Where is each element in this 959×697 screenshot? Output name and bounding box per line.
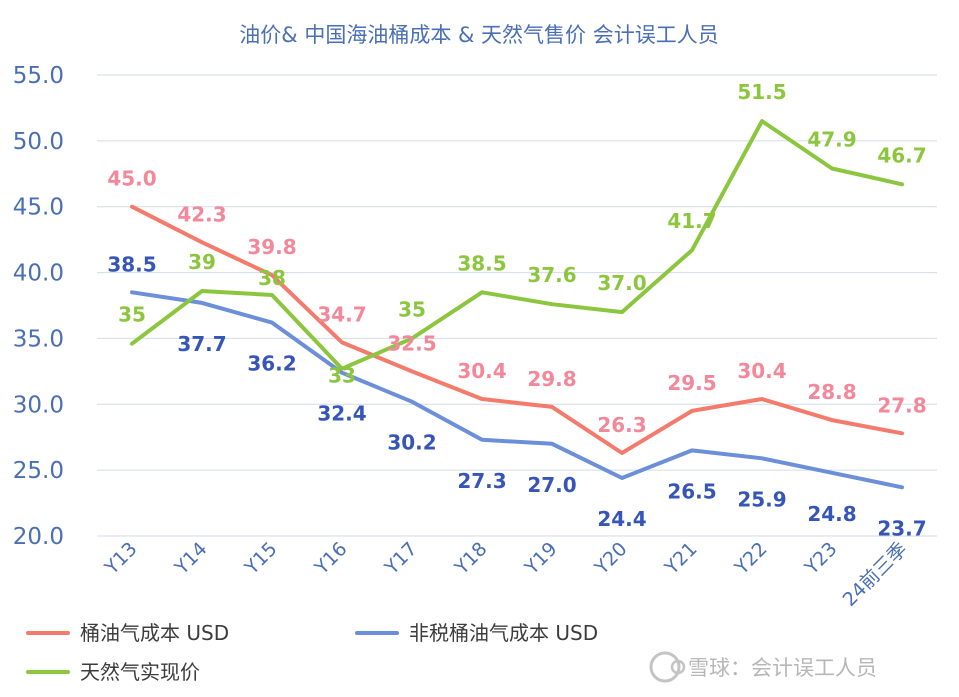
data-label: 39.8	[247, 235, 296, 259]
x-tick-label: Y23	[800, 538, 842, 580]
data-label: 37.0	[597, 271, 646, 295]
x-tick-label: Y21	[660, 538, 702, 580]
x-tick-label: Y16	[310, 538, 352, 580]
data-label: 27.0	[527, 473, 576, 497]
data-label: 30.4	[737, 359, 786, 383]
y-tick-label: 25.0	[13, 458, 64, 484]
legend-label: 桶油气成本 USD	[80, 621, 229, 645]
series-line-3	[130, 119, 904, 371]
legend-label: 非税桶油气成本 USD	[409, 621, 598, 645]
data-label: 46.7	[877, 143, 926, 167]
data-label: 38	[258, 266, 286, 290]
chart-title: 油价& 中国海油桶成本 & 天然气售价 会计误工人员	[239, 23, 718, 47]
x-tick-label: Y19	[520, 538, 562, 580]
data-label: 45.0	[107, 167, 156, 191]
watermark-text: 雪球：会计误工人员	[688, 656, 877, 680]
data-label: 28.8	[807, 380, 856, 404]
x-tick-label: Y15	[240, 538, 282, 580]
data-label: 29.5	[667, 371, 716, 395]
data-label: 47.9	[807, 128, 856, 152]
data-label: 30.4	[457, 359, 506, 383]
data-label: 29.8	[527, 367, 576, 391]
data-label: 24.4	[597, 507, 646, 531]
x-tick-label: Y18	[450, 538, 492, 580]
x-tick-label: Y22	[730, 538, 772, 580]
y-tick-label: 55.0	[13, 63, 64, 89]
legend-item-1[interactable]: 桶油气成本 USD	[26, 621, 229, 645]
data-label: 32.4	[317, 402, 366, 426]
series-line-1	[130, 204, 904, 455]
data-label: 25.9	[737, 487, 786, 511]
data-label: 33	[328, 364, 356, 388]
data-label: 35	[398, 297, 426, 321]
data-label: 37.7	[177, 332, 226, 356]
x-tick-label: 24前三季	[839, 538, 912, 611]
data-label: 51.5	[737, 80, 786, 104]
data-label: 32.5	[387, 331, 436, 355]
data-label: 34.7	[317, 302, 366, 326]
x-tick-label: Y14	[170, 538, 212, 580]
data-label: 38.5	[457, 251, 506, 275]
legend-item-3[interactable]: 天然气实现价	[26, 660, 200, 684]
data-label: 38.5	[107, 252, 156, 276]
data-label: 37.6	[527, 263, 576, 287]
legend-item-2[interactable]: 非税桶油气成本 USD	[355, 621, 598, 645]
y-tick-label: 20.0	[13, 524, 64, 550]
legend-label: 天然气实现价	[80, 660, 200, 684]
watermark: 雪球：会计误工人员	[649, 651, 877, 683]
data-label: 35	[118, 303, 146, 327]
x-tick-label: Y20	[590, 538, 632, 580]
data-label: 36.2	[247, 352, 296, 376]
y-tick-label: 45.0	[13, 195, 64, 221]
y-tick-label: 40.0	[13, 261, 64, 287]
data-label: 27.8	[877, 393, 926, 417]
y-tick-label: 50.0	[13, 129, 64, 155]
data-label: 30.2	[387, 431, 436, 455]
data-label: 23.7	[877, 516, 926, 540]
y-tick-label: 35.0	[13, 326, 64, 352]
data-label: 26.3	[597, 413, 646, 437]
data-label: 27.3	[457, 469, 506, 493]
data-label: 41.7	[667, 209, 716, 233]
data-label: 24.8	[807, 502, 856, 526]
x-tick-label: Y13	[100, 538, 142, 580]
snowball-logo-icon	[649, 651, 686, 683]
x-tick-label: Y17	[380, 538, 422, 580]
data-label: 39	[188, 250, 216, 274]
series-line-2	[130, 290, 904, 490]
y-tick-label: 30.0	[13, 392, 64, 418]
data-label: 42.3	[177, 202, 226, 226]
data-label: 26.5	[667, 479, 716, 503]
